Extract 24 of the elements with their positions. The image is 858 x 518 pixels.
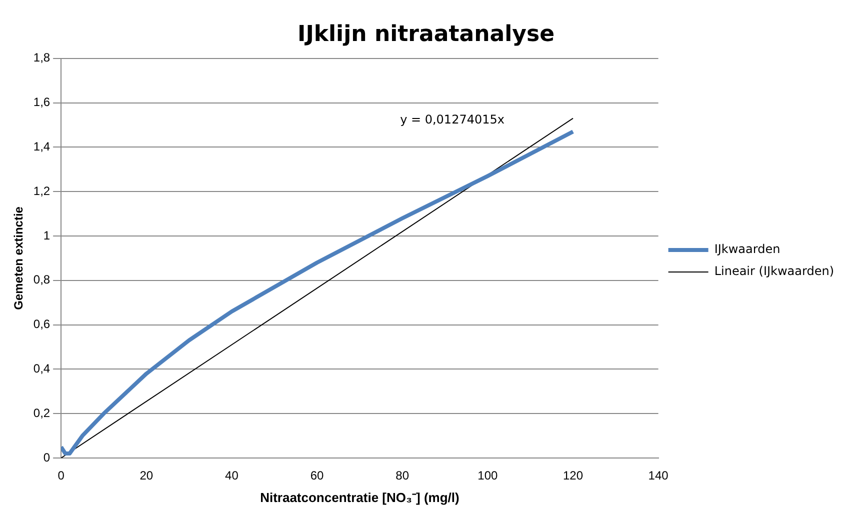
y-tick-label: 1,2 [33, 184, 50, 198]
x-tick-label: 140 [648, 468, 669, 483]
y-tick-label: 1,8 [33, 50, 50, 65]
y-tick-label: 0,4 [33, 362, 50, 376]
legend-label: Lineair (IJkwaarden) [714, 264, 834, 278]
chart-title: IJklijn nitraatanalyse [298, 22, 554, 47]
annotation: y = 0,01274015x [400, 112, 504, 126]
y-tick-label: 1,4 [33, 140, 50, 154]
x-tick-label: 20 [140, 468, 154, 483]
x-tick-label: 80 [396, 468, 410, 483]
x-tick-label: 100 [478, 468, 498, 483]
y-tick-label: 0,2 [33, 406, 50, 420]
y-tick-label: 1 [43, 228, 50, 242]
x-tick-label: 0 [58, 468, 65, 483]
x-tick-label: 120 [562, 468, 584, 483]
x-axis-title: Nitraatconcentratie [NO₃⁻] (mg/l) [260, 490, 460, 505]
y-tick-label: 0 [43, 450, 50, 464]
y-tick-label: 0,8 [33, 272, 50, 287]
y-tick-label: 1,6 [33, 95, 50, 110]
y-tick-label: 0,6 [33, 317, 50, 332]
legend-label: IJkwaarden [714, 242, 780, 256]
x-tick-label: 60 [310, 468, 324, 483]
y-axis-title: Gemeten extinctie [12, 206, 26, 310]
x-tick-label: 40 [225, 468, 239, 483]
